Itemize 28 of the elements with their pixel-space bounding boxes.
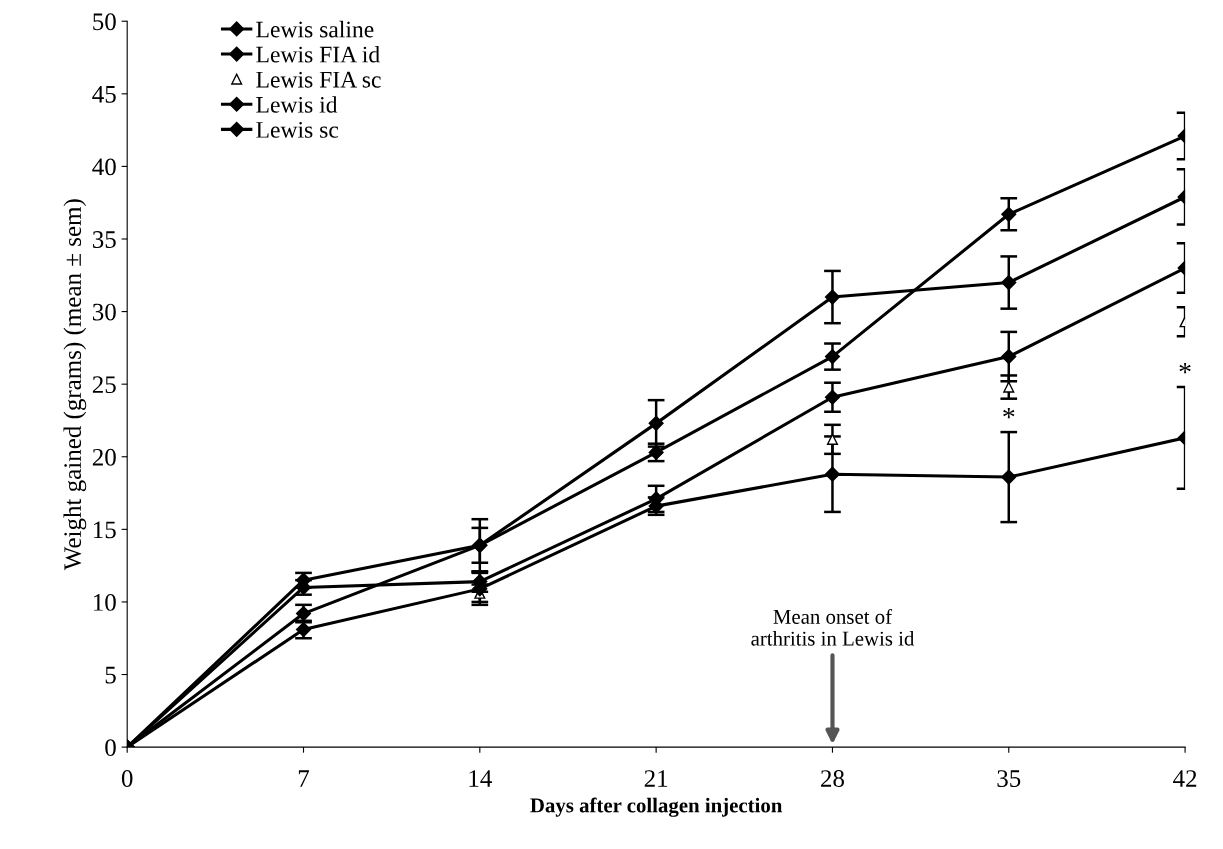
y-axis-title: Weight gained (grams) (mean ± sem) <box>63 199 87 571</box>
y-tick-label: 30 <box>92 303 116 321</box>
y-tick-label: 45 <box>92 86 116 103</box>
legend-label: Lewis saline <box>256 20 374 38</box>
x-tick-label: 14 <box>469 770 492 787</box>
legend-label: Lewis sc <box>256 121 339 138</box>
y-tick-label: 5 <box>105 666 116 684</box>
x-tick-label: 7 <box>298 770 310 787</box>
legend-label: Lewis id <box>256 96 338 113</box>
y-tick-label: 15 <box>93 521 116 539</box>
x-tick-label: 35 <box>997 770 1021 787</box>
x-tick-label: 21 <box>644 770 668 787</box>
legend-label: Lewis FIA sc <box>256 71 381 88</box>
y-tick-label: 50 <box>93 13 116 31</box>
y-tick-label: 0 <box>105 739 116 757</box>
y-tick-label: 10 <box>93 593 116 611</box>
y-tick-label: 40 <box>92 158 116 176</box>
annotation: * <box>1179 362 1191 374</box>
y-tick-label: 20 <box>92 448 116 466</box>
y-tick-label: 25 <box>92 376 116 394</box>
x-tick-label: 42 <box>1173 770 1197 787</box>
x-axis-title: Days after collagen injection <box>530 797 783 817</box>
annotation: Mean onset of arthritis in Lewis id <box>751 609 915 646</box>
legend-label: Lewis FIA id <box>256 45 380 63</box>
y-tick-label: 35 <box>92 231 116 248</box>
x-tick-label: 28 <box>821 770 844 787</box>
x-tick-label: 0 <box>121 770 133 787</box>
annotation: * <box>1003 407 1015 419</box>
